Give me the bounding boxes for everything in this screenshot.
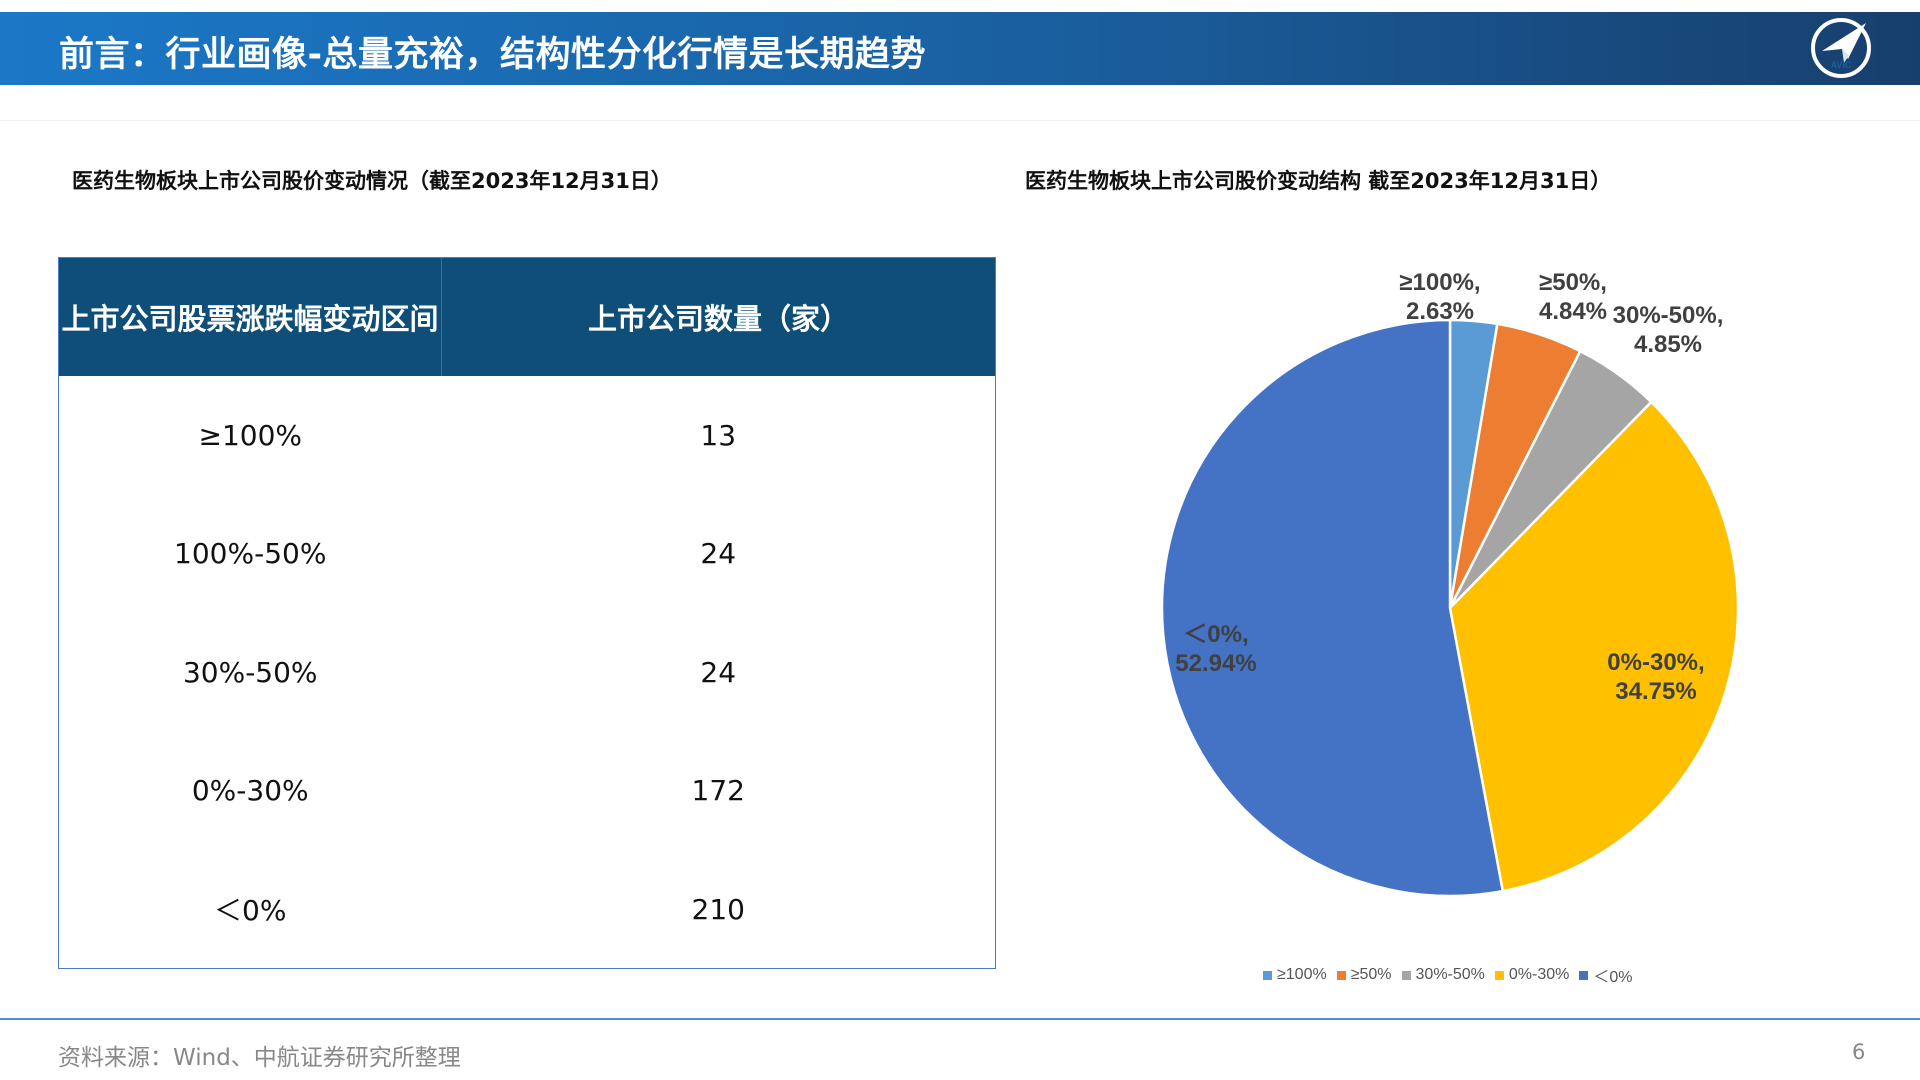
legend-item: 30%-50%: [1401, 963, 1485, 987]
count-cell: 210: [691, 892, 745, 926]
legend-item: ≥50%: [1336, 963, 1392, 987]
legend-label: ≥100%: [1277, 966, 1327, 983]
legend-swatch: [1336, 970, 1346, 980]
source-note: 资料来源：Wind、中航证券研究所整理: [58, 1045, 461, 1071]
data-label: ≥50%, 4.84%: [1539, 269, 1607, 325]
column-header-count: 上市公司数量（家）: [441, 258, 995, 376]
slice-negative: [1160, 318, 1505, 898]
legend-label: 0%-30%: [1508, 966, 1570, 983]
table-row: 100%-50% 24: [59, 495, 995, 614]
range-cell: ≥100%: [198, 418, 302, 452]
table-row: 30%-50% 24: [59, 613, 995, 732]
table-row: 0%-30% 172: [59, 732, 995, 851]
table-row: ≥100% 13: [59, 376, 995, 495]
legend-swatch: [1494, 970, 1504, 980]
pie-chart-svg: ≥100%, 2.63% ≥50%, 4.84% 30%-50%, 4.85% 0%-30%…: [1160, 269, 1740, 898]
range-cell: 100%-50%: [174, 537, 327, 571]
slice-0-30: [1448, 400, 1740, 893]
table-header-row: 上市公司股票涨跌幅变动区间 上市公司数量（家）: [59, 258, 995, 376]
legend-swatch: [1401, 970, 1411, 980]
chart-legend: ≥100% ≥50% 30%-50% 0%-30% ＜0%: [1263, 963, 1633, 987]
count-cell: 24: [700, 655, 737, 689]
data-label: ≥100%, 2.63%: [1399, 269, 1480, 325]
range-cell: 0%-30%: [191, 774, 309, 808]
page-title: 前言：行业画像-总量充裕，结构性分化行情是长期趋势: [59, 35, 927, 75]
header-divider: [0, 120, 1920, 121]
avic-logo: AVIC: [1811, 18, 1871, 78]
legend-item: 0%-30%: [1494, 963, 1570, 987]
footer-divider: [0, 1018, 1920, 1020]
count-cell: 24: [700, 537, 737, 571]
column-header-range: 上市公司股票涨跌幅变动区间: [59, 258, 442, 376]
data-label: 30%-50%, 4.85%: [1613, 302, 1724, 358]
legend-swatch: [1263, 970, 1272, 980]
price-change-table: 上市公司股票涨跌幅变动区间 上市公司数量（家） ≥100% 13 100%-50…: [58, 257, 996, 969]
chart-title: 医药生物板块上市公司股价变动结构 截至2023年12月31日）: [1025, 169, 1612, 193]
range-cell: 30%-50%: [182, 655, 318, 689]
legend-item: ≥100%: [1263, 963, 1327, 987]
legend-label: ≥50%: [1350, 966, 1392, 983]
legend-label: ＜0%: [1593, 969, 1633, 986]
page-number: 6: [1852, 1040, 1866, 1064]
legend-swatch: [1579, 970, 1589, 980]
range-cell: ＜0%: [214, 894, 287, 928]
count-cell: 172: [691, 774, 745, 808]
header-banner: 前言：行业画像-总量充裕，结构性分化行情是长期趋势 AVIC: [0, 12, 1920, 85]
pie-chart: ≥100%, 2.63% ≥50%, 4.84% 30%-50%, 4.85% 0%-30%…: [1140, 269, 1780, 930]
table-title: 医药生物板块上市公司股价变动情况（截至2023年12月31日）: [72, 169, 672, 193]
legend-label: 30%-50%: [1415, 966, 1485, 983]
data-label: 0%-30%, 34.75%: [1607, 649, 1704, 705]
legend-item: ＜0%: [1579, 963, 1633, 987]
count-cell: 13: [700, 418, 737, 452]
logo-text: AVIC: [1831, 60, 1852, 70]
data-label: ＜0%, 52.94%: [1175, 621, 1256, 677]
table-row: ＜0% 210: [59, 850, 995, 969]
